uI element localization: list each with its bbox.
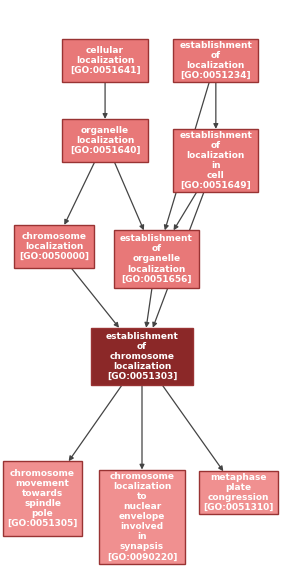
FancyBboxPatch shape bbox=[114, 230, 199, 288]
Text: chromosome
localization
[GO:0050000]: chromosome localization [GO:0050000] bbox=[19, 232, 89, 261]
FancyBboxPatch shape bbox=[62, 119, 148, 162]
FancyBboxPatch shape bbox=[3, 461, 82, 536]
Text: metaphase
plate
congression
[GO:0051310]: metaphase plate congression [GO:0051310] bbox=[203, 473, 274, 512]
Text: organelle
localization
[GO:0051640]: organelle localization [GO:0051640] bbox=[70, 126, 140, 155]
FancyBboxPatch shape bbox=[62, 39, 148, 81]
Text: establishment
of
localization
in
cell
[GO:0051649]: establishment of localization in cell [G… bbox=[179, 131, 252, 190]
Text: chromosome
localization
to
nuclear
envelope
involved
in
synapsis
[GO:0090220]: chromosome localization to nuclear envel… bbox=[107, 472, 177, 562]
FancyBboxPatch shape bbox=[99, 470, 185, 564]
Text: establishment
of
chromosome
localization
[GO:0051303]: establishment of chromosome localization… bbox=[106, 332, 178, 381]
Text: cellular
localization
[GO:0051641]: cellular localization [GO:0051641] bbox=[70, 46, 140, 74]
Text: establishment
of
localization
[GO:0051234]: establishment of localization [GO:005123… bbox=[179, 41, 252, 80]
FancyBboxPatch shape bbox=[173, 129, 258, 192]
FancyBboxPatch shape bbox=[173, 39, 258, 81]
FancyBboxPatch shape bbox=[14, 225, 94, 268]
Text: establishment
of
organelle
localization
[GO:0051656]: establishment of organelle localization … bbox=[120, 234, 193, 284]
FancyBboxPatch shape bbox=[91, 328, 193, 385]
Text: chromosome
movement
towards
spindle
pole
[GO:0051305]: chromosome movement towards spindle pole… bbox=[7, 469, 78, 528]
FancyBboxPatch shape bbox=[199, 471, 278, 515]
